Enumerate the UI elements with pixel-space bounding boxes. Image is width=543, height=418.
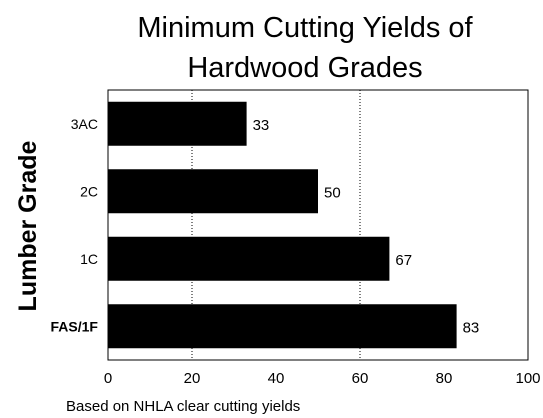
- bar-2c: [108, 169, 318, 214]
- category-label: 2C: [80, 183, 98, 199]
- y-axis-label: Lumber Grade: [14, 140, 42, 311]
- x-tick-label: 40: [268, 370, 285, 387]
- bar-3ac: [108, 101, 247, 146]
- plot-area-frame: [107, 89, 529, 361]
- category-label: 1C: [80, 251, 98, 267]
- x-tick-label: 20: [184, 370, 201, 387]
- x-tick-label: 100: [515, 370, 540, 387]
- chart-title-line-2: Hardwood Grades: [187, 52, 422, 84]
- footnote: Based on NHLA clear cutting yields: [66, 398, 300, 415]
- category-label: 3AC: [71, 116, 98, 132]
- data-labels: 33 50 67 83: [253, 117, 480, 337]
- category-labels: 3AC 2C 1C FAS/1F: [51, 116, 99, 335]
- data-label: 83: [463, 319, 480, 336]
- category-label: FAS/1F: [51, 318, 99, 334]
- x-tick-label: 0: [104, 370, 112, 387]
- data-label: 67: [395, 252, 412, 269]
- bar-series: [108, 101, 457, 349]
- bar-fas-1f: [108, 304, 457, 349]
- x-tick-label: 60: [352, 370, 369, 387]
- data-label: 50: [324, 184, 341, 201]
- x-tick-labels: 0 20 40 60 80 100: [104, 370, 541, 387]
- bar-1c: [108, 236, 390, 281]
- x-tick-label: 80: [436, 370, 453, 387]
- data-label: 33: [253, 117, 270, 134]
- chart-title-line-1: Minimum Cutting Yields of: [137, 12, 473, 44]
